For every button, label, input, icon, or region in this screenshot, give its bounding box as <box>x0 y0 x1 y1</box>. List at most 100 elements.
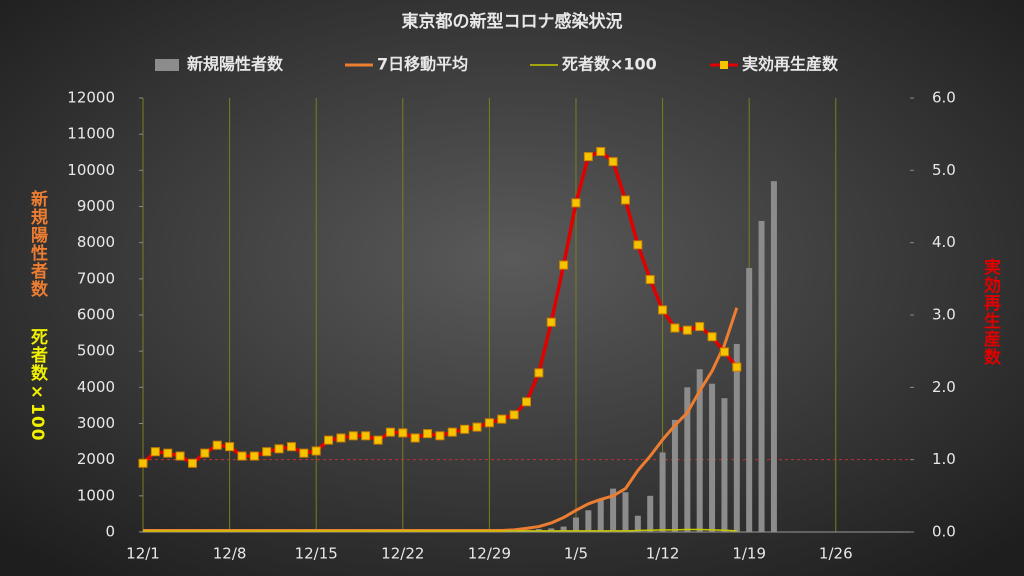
marker <box>299 448 309 458</box>
bar <box>622 492 629 532</box>
marker <box>497 414 507 424</box>
x-tick-label: 12/8 <box>213 545 247 563</box>
marker <box>435 431 445 441</box>
marker <box>596 147 606 157</box>
bar <box>597 499 604 532</box>
marker <box>695 322 705 332</box>
x-tick-label: 12/29 <box>468 545 511 563</box>
bar <box>684 387 691 532</box>
y-tick-label: 9000 <box>77 197 115 215</box>
marker <box>138 458 148 468</box>
legend-label: 新規陽性者数 <box>187 55 284 74</box>
marker <box>410 433 420 443</box>
marker <box>682 325 692 335</box>
bar <box>746 267 753 532</box>
x-tick-label: 12/1 <box>126 545 160 563</box>
y-tick-label: 0 <box>105 523 115 541</box>
marker <box>225 442 235 452</box>
marker <box>398 428 408 438</box>
x-tick-label: 1/26 <box>819 545 853 563</box>
marker <box>373 435 383 445</box>
bar <box>647 495 654 532</box>
marker <box>546 317 556 327</box>
marker <box>150 447 160 457</box>
y-tick-label: 2000 <box>77 450 115 468</box>
marker <box>385 427 395 437</box>
legend-label: 実効再生産数 <box>742 55 839 74</box>
legend-swatch <box>155 59 179 71</box>
x-tick-label: 1/5 <box>564 545 588 563</box>
y2-tick-label: 4.0 <box>932 233 956 251</box>
y2-tick-label: 0.0 <box>932 523 956 541</box>
line <box>143 528 737 532</box>
marker <box>324 435 334 445</box>
y-tick-label: 4000 <box>77 378 115 396</box>
y-tick-label: 12000 <box>67 89 115 107</box>
x-tick-label: 12/22 <box>381 545 424 563</box>
legend-marker <box>720 61 728 69</box>
marker <box>633 240 643 250</box>
marker <box>336 433 346 443</box>
marker <box>645 275 655 285</box>
marker <box>262 447 272 457</box>
marker <box>447 427 457 437</box>
marker <box>212 440 222 450</box>
y2-axis-label: 実効再生産数 <box>980 257 1001 366</box>
x-tick-label: 12/15 <box>295 545 338 563</box>
y-tick-label: 5000 <box>77 342 115 360</box>
marker <box>274 444 284 454</box>
marker <box>559 260 569 270</box>
bar <box>696 369 703 532</box>
marker <box>361 431 371 441</box>
marker <box>200 448 210 458</box>
marker <box>460 424 470 434</box>
bar <box>572 517 579 532</box>
marker <box>509 410 519 420</box>
bar <box>634 515 641 532</box>
marker <box>522 397 531 407</box>
y2-tick-label: 3.0 <box>932 306 956 324</box>
y-axis-label-secondary: 死者数×100 <box>27 328 49 442</box>
y-tick-label: 7000 <box>77 269 115 287</box>
marker <box>348 431 358 441</box>
marker <box>658 305 668 315</box>
bar <box>671 419 678 532</box>
x-tick-label: 1/19 <box>732 545 766 563</box>
bar <box>758 220 765 532</box>
x-tick-label: 1/12 <box>646 545 680 563</box>
marker <box>472 422 482 432</box>
marker <box>484 418 494 428</box>
y-tick-label: 10000 <box>67 161 115 179</box>
marker <box>620 195 630 205</box>
marker <box>249 451 259 461</box>
y2-tick-label: 2.0 <box>932 378 956 396</box>
legend-label: 死者数×100 <box>562 55 657 74</box>
marker <box>583 152 593 162</box>
marker <box>175 451 185 461</box>
bar <box>610 488 617 532</box>
bar <box>709 383 716 532</box>
y-tick-label: 6000 <box>77 306 115 324</box>
marker <box>237 451 247 461</box>
bar <box>659 452 666 532</box>
bar <box>721 398 728 532</box>
marker <box>707 332 717 342</box>
chart-title: 東京都の新型コロナ感染状況 <box>402 11 623 32</box>
legend-label: 7日移動平均 <box>377 55 468 74</box>
bar <box>560 526 567 532</box>
marker <box>286 442 296 452</box>
bar <box>733 343 740 532</box>
y2-tick-label: 5.0 <box>932 161 956 179</box>
y2-tick-label: 6.0 <box>932 89 956 107</box>
marker <box>163 448 173 458</box>
y-tick-label: 1000 <box>77 486 115 504</box>
marker <box>187 458 197 468</box>
y-tick-label: 8000 <box>77 233 115 251</box>
y-tick-label: 11000 <box>67 125 115 143</box>
marker <box>423 429 433 439</box>
marker <box>719 347 729 357</box>
marker <box>571 198 581 208</box>
y2-tick-label: 1.0 <box>932 450 956 468</box>
